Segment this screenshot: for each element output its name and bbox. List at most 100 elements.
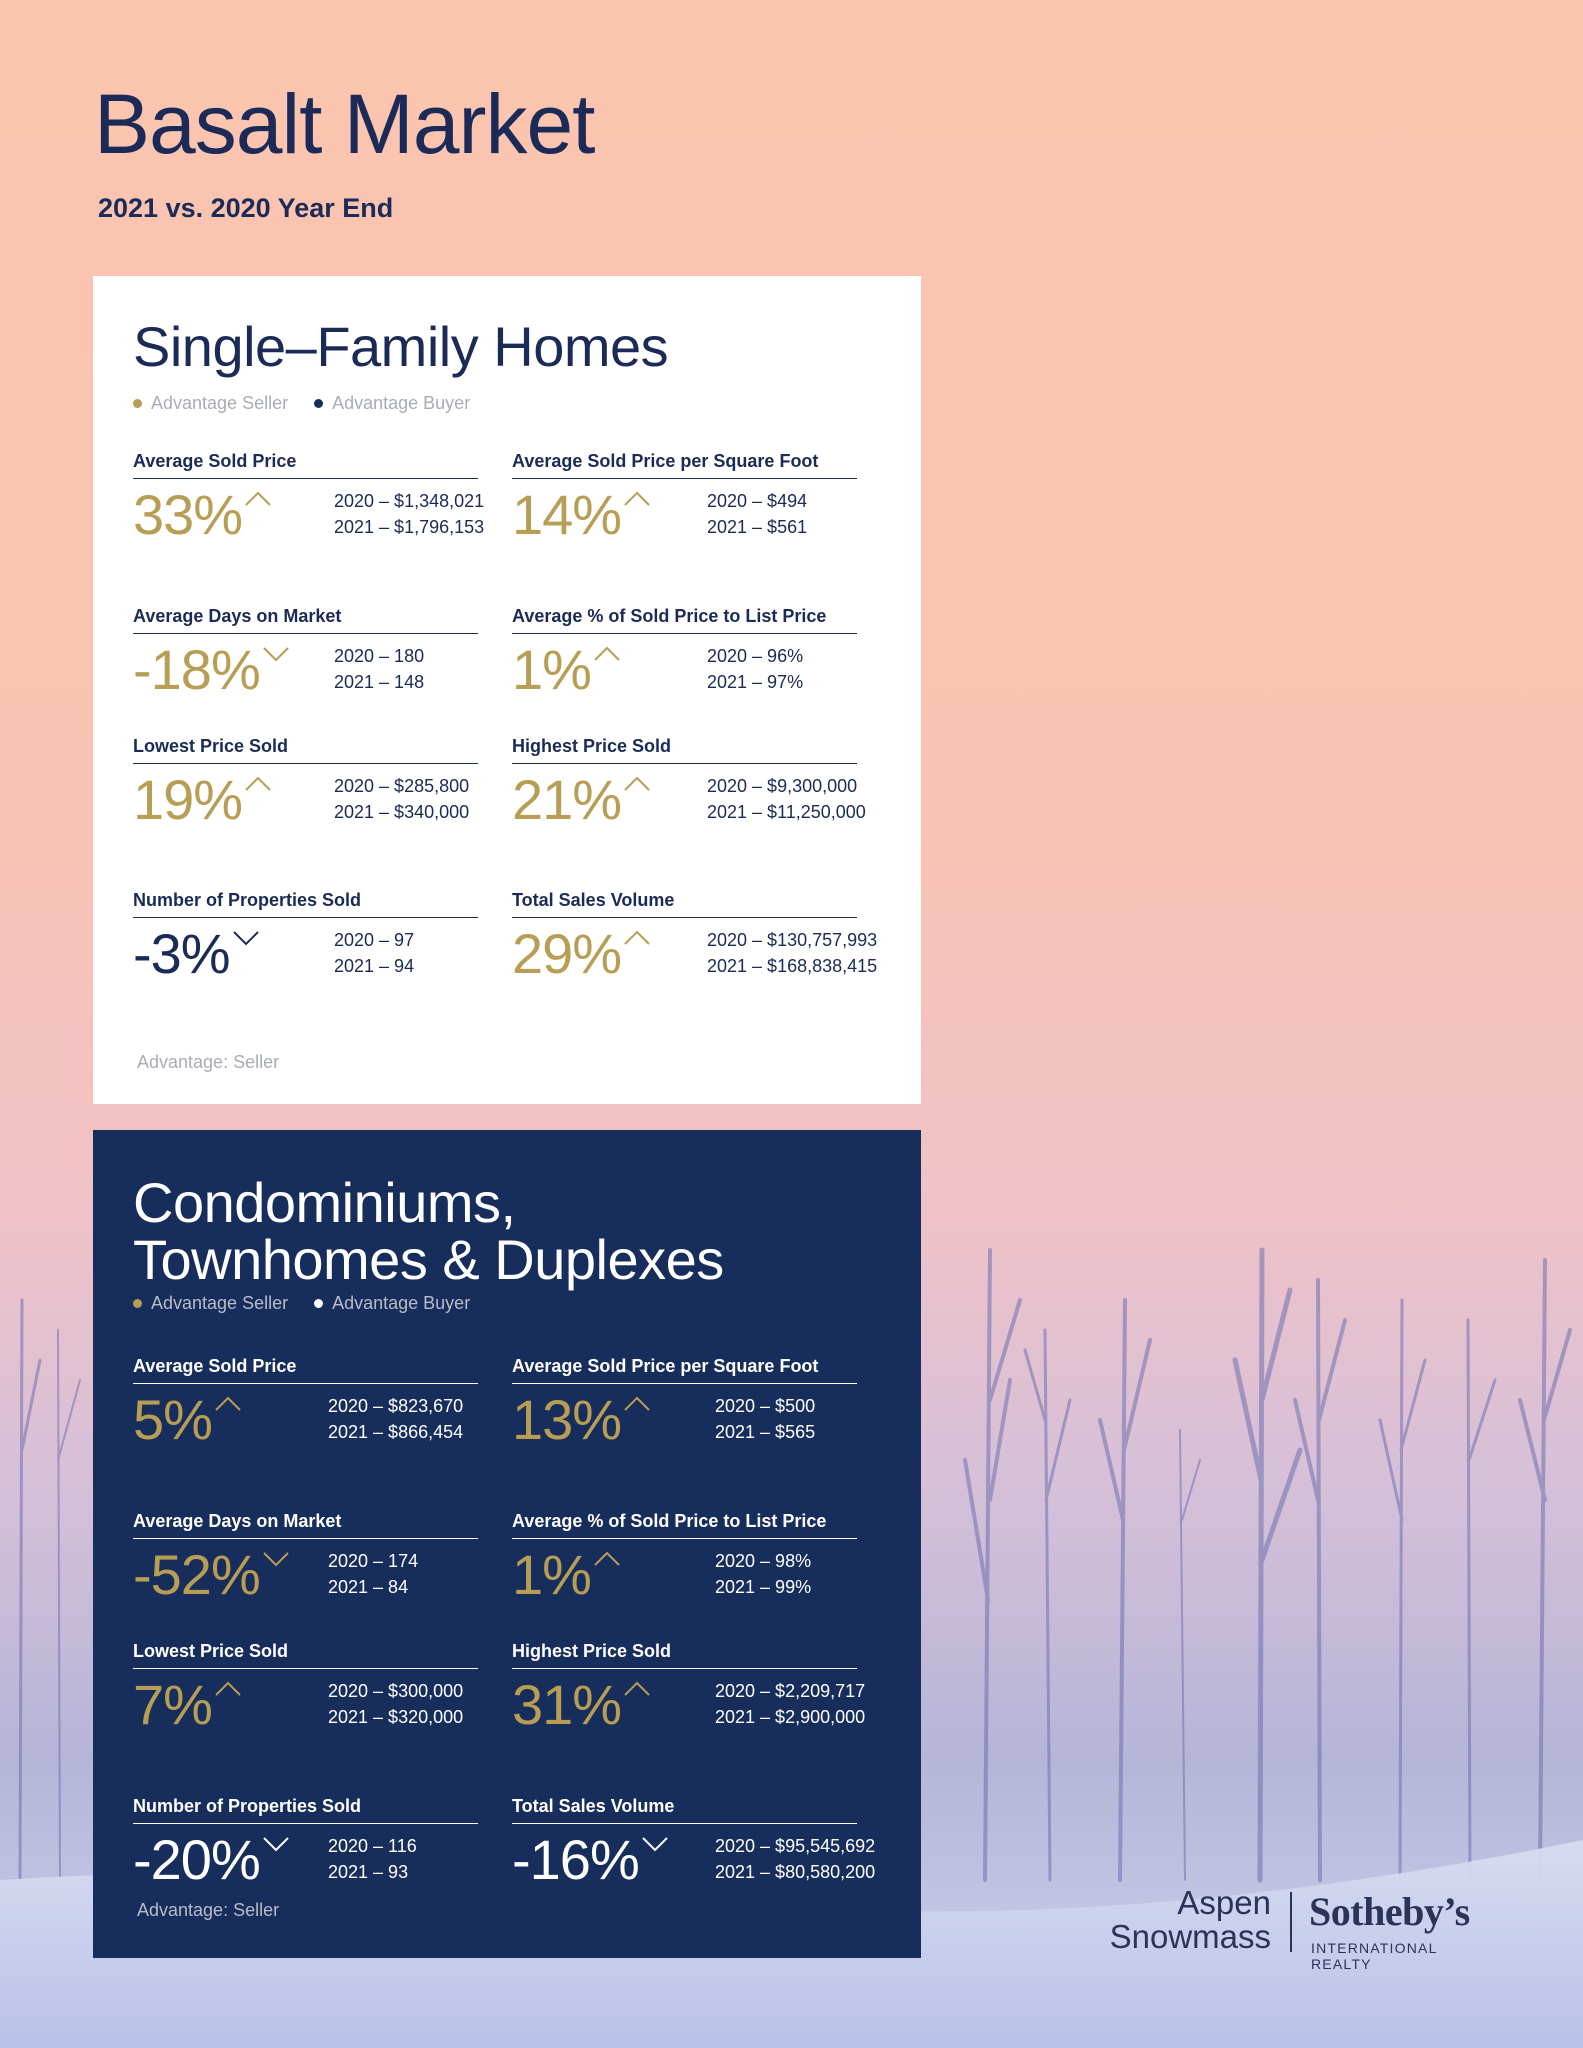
metric-percent-change: 13% — [512, 1388, 622, 1451]
value-2020: 2020 – 96% — [707, 646, 804, 666]
page-subtitle: 2021 vs. 2020 Year End — [98, 193, 394, 223]
metric-year-values: 2020 – $1,348,021 2021 – $1,796,153 — [334, 488, 484, 540]
metric-total-sales-volume: Total Sales Volume -16% 2020 – $95,545,692… — [512, 1796, 875, 1894]
metric-year-values: 2020 – $494 2021 – $561 — [707, 488, 807, 540]
chevron-down-icon — [263, 647, 289, 662]
legend-seller: Advantage Seller — [151, 393, 289, 413]
value-2021: 2021 – 97% — [707, 672, 804, 692]
metric-highest-price-sold: Highest Price Sold 31% 2020 – $2,209,717 20… — [512, 1641, 865, 1739]
value-2020: 2020 – $130,757,993 — [707, 930, 878, 950]
value-2020: 2020 – $9,300,000 — [707, 776, 858, 796]
value-2020: 2020 – $95,545,692 — [715, 1836, 876, 1856]
metric-percent-change: 29% — [512, 922, 622, 985]
logo-divider — [1290, 1892, 1292, 1952]
metric-number-of-properties-sold: Number of Properties Sold -20% 2020 – 116 2… — [133, 1796, 478, 1894]
value-2021: 2021 – $168,838,415 — [707, 956, 878, 976]
metric-year-values: 2020 – 116 2021 – 93 — [328, 1833, 417, 1885]
metric-label: Number of Properties Sold — [133, 890, 478, 918]
metric-percent-change: 1% — [512, 1543, 592, 1606]
seller-dot-icon — [133, 1299, 142, 1308]
value-2020: 2020 – $494 — [707, 491, 808, 511]
metric-label: Average Days on Market — [133, 606, 478, 634]
metric-average-days-on-market: Average Days on Market -52% 2020 – 174 2021… — [133, 1511, 478, 1609]
value-2021: 2021 – $11,250,000 — [707, 802, 866, 822]
value-2020: 2020 – 180 — [334, 646, 425, 666]
chevron-up-icon — [624, 1681, 650, 1696]
legend-seller: Advantage Seller — [151, 1293, 289, 1313]
metric-label: Average Sold Price — [133, 1356, 478, 1384]
logo-sothebys: Sotheby’s — [1309, 1889, 1470, 1934]
chevron-up-icon — [624, 776, 650, 791]
value-2021: 2021 – $80,580,200 — [715, 1862, 876, 1882]
value-2021: 2021 – $1,796,153 — [334, 517, 485, 537]
advantage-label: Advantage: Seller — [137, 1900, 280, 1920]
metric-percent-change: 21% — [512, 768, 622, 831]
value-2021: 2021 – $320,000 — [328, 1707, 464, 1727]
buyer-dot-icon — [314, 1299, 324, 1308]
metric-year-values: 2020 – 97 2021 – 94 — [334, 927, 414, 979]
legend-buyer: Advantage Buyer — [332, 393, 471, 413]
metric-label: Average Sold Price — [133, 451, 478, 479]
chevron-down-icon — [232, 931, 259, 946]
chevron-up-icon — [594, 1551, 620, 1566]
metric-year-values: 2020 – $130,757,993 2021 – $168,838,415 — [707, 927, 877, 979]
brand-logo: Aspen Snowmass Sotheby’s INTERNATIONAL R… — [1100, 1886, 1500, 1973]
metric-label: Total Sales Volume — [512, 1796, 857, 1824]
seller-dot-icon — [133, 399, 142, 408]
metric-label: Average Sold Price per Square Foot — [512, 451, 857, 479]
value-2021: 2021 – 93 — [328, 1862, 409, 1882]
metric-percent-change: 14% — [512, 483, 622, 546]
logo-line1: Aspen — [1177, 1884, 1271, 1921]
metric-percent-change: 5% — [133, 1388, 213, 1451]
metric-label: Average Sold Price per Square Foot — [512, 1356, 857, 1384]
metric-lowest-price-sold: Lowest Price Sold 19% 2020 – $285,800 2021 … — [133, 736, 478, 834]
metric-year-values: 2020 – $500 2021 – $565 — [715, 1393, 815, 1445]
chevron-up-icon — [594, 646, 620, 661]
metric-percent-change: -20% — [133, 1828, 261, 1891]
logo-tagline: INTERNATIONAL REALTY — [1311, 1940, 1438, 1972]
metric-label: Total Sales Volume — [512, 890, 857, 918]
value-2021: 2021 – $866,454 — [328, 1422, 464, 1442]
metric-average-sold-price-per-square-foot: Average Sold Price per Square Foot 14% 202… — [512, 451, 857, 549]
chevron-down-icon — [263, 1837, 289, 1852]
value-2020: 2020 – $500 — [715, 1396, 816, 1416]
metric-number-of-properties-sold: Number of Properties Sold -3% 2020 – 97 202… — [133, 890, 478, 988]
chevron-up-icon — [245, 776, 271, 791]
metric-lowest-price-sold: Lowest Price Sold 7% 2020 – $300,000 2021 –… — [133, 1641, 478, 1739]
value-2021: 2021 – 148 — [334, 672, 425, 692]
metric-percent-change: 31% — [512, 1673, 622, 1736]
value-2021: 2021 – $2,900,000 — [715, 1707, 866, 1727]
logo-aspen-snowmass: Aspen Snowmass — [1110, 1886, 1271, 1954]
metric-percent-change: 19% — [133, 768, 243, 831]
metric-total-sales-volume: Total Sales Volume 29% 2020 – $130,757,993… — [512, 890, 877, 988]
chevron-up-icon — [245, 491, 271, 506]
value-2021: 2021 – 84 — [328, 1577, 409, 1597]
page-title: Basalt Market — [94, 77, 596, 171]
metric-year-values: 2020 – $9,300,000 2021 – $11,250,000 — [707, 773, 866, 825]
chevron-up-icon — [215, 1396, 241, 1411]
value-2020: 2020 – $2,209,717 — [715, 1681, 866, 1701]
metric-average-sold-price: Average Sold Price 33% 2020 – $1,348,021 20… — [133, 451, 484, 549]
metric-year-values: 2020 – $285,800 2021 – $340,000 — [334, 773, 469, 825]
advantage-label: Advantage: Seller — [137, 1052, 280, 1072]
metric-label: Average Days on Market — [133, 1511, 478, 1539]
legend: Advantage Seller Advantage Buyer — [133, 393, 496, 414]
metric-highest-price-sold: Highest Price Sold 21% 2020 – $9,300,000 20… — [512, 736, 866, 834]
legend: Advantage Seller Advantage Buyer — [133, 1293, 496, 1314]
metric-label: Lowest Price Sold — [133, 736, 478, 764]
value-2021: 2021 – $340,000 — [334, 802, 470, 822]
buyer-dot-icon — [314, 399, 324, 408]
value-2020: 2020 – 98% — [715, 1551, 812, 1571]
metric-average-of-sold-price-to-list-price: Average % of Sold Price to List Price 1% 2… — [512, 1511, 857, 1609]
metric-percent-change: -16% — [512, 1828, 640, 1891]
panel-title: Condominiums, Townhomes & Duplexes — [133, 1174, 724, 1288]
panel-title-line2: Townhomes & Duplexes — [133, 1228, 724, 1291]
metric-year-values: 2020 – $823,670 2021 – $866,454 — [328, 1393, 463, 1445]
metric-year-values: 2020 – $2,209,717 2021 – $2,900,000 — [715, 1678, 865, 1730]
metric-label: Average % of Sold Price to List Price — [512, 1511, 857, 1539]
metric-average-sold-price: Average Sold Price 5% 2020 – $823,670 2021 … — [133, 1356, 478, 1454]
value-2020: 2020 – $300,000 — [328, 1681, 464, 1701]
metric-percent-change: 1% — [512, 638, 592, 701]
metric-percent-change: 33% — [133, 483, 243, 546]
chevron-up-icon — [215, 1681, 241, 1696]
